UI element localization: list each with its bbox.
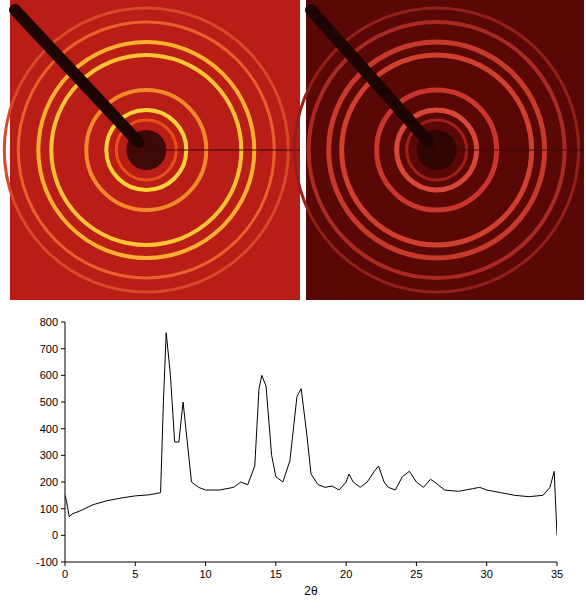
y-tick-label: -100: [36, 556, 58, 568]
x-tick-label: 30: [481, 568, 493, 580]
y-axis-line: [65, 322, 66, 562]
y-tick-label: 800: [40, 316, 58, 328]
detector-seam: [146, 150, 300, 151]
image-background: [306, 0, 584, 300]
x-tick: [65, 562, 66, 566]
y-tick: [61, 508, 65, 509]
x-tick-label: 15: [270, 568, 282, 580]
x-tick: [557, 562, 558, 566]
x-tick-label: 5: [132, 568, 138, 580]
y-tick-label: 100: [40, 503, 58, 515]
y-tick: [61, 428, 65, 429]
y-tick: [61, 482, 65, 483]
x-axis-line: [65, 562, 557, 563]
y-tick-label: 300: [40, 449, 58, 461]
diffraction-pattern-line: [65, 333, 557, 536]
y-tick-label: 0: [52, 529, 58, 541]
x-tick: [486, 562, 487, 566]
x-tick: [275, 562, 276, 566]
x-axis-title: 2θ: [304, 584, 318, 598]
x-tick: [416, 562, 417, 566]
y-tick: [61, 562, 65, 563]
x-tick: [135, 562, 136, 566]
x-tick: [205, 562, 206, 566]
x-tick: [346, 562, 347, 566]
beam-stop: [311, 10, 429, 142]
image-background: [10, 0, 300, 300]
x-tick-label: 25: [410, 568, 422, 580]
y-tick-label: 700: [40, 343, 58, 355]
diffraction-image: [4, 0, 300, 300]
beam-stop: [15, 10, 138, 142]
x-tick-label: 35: [551, 568, 563, 580]
x-tick-label: 10: [199, 568, 211, 580]
y-tick-label: 600: [40, 369, 58, 381]
y-tick-label: 400: [40, 423, 58, 435]
x-tick-label: 20: [340, 568, 352, 580]
axes: -100 0 100 200 300 400 500 600 700 800 0 5 10 15 20 25 3…: [36, 316, 563, 598]
y-tick: [61, 402, 65, 403]
y-tick: [61, 535, 65, 536]
y-tick: [61, 322, 65, 323]
y-tick: [61, 375, 65, 376]
x-tick-label: 0: [62, 568, 68, 580]
y-tick: [61, 348, 65, 349]
diffraction-image: [295, 0, 584, 300]
y-tick: [61, 455, 65, 456]
detector-seam: [437, 150, 584, 151]
plot-area: [65, 333, 557, 536]
figure: -100 0 100 200 300 400 500 600 700 800 0 5 10 15 20 25 3…: [0, 0, 586, 609]
y-tick-label: 500: [40, 396, 58, 408]
y-tick-label: 200: [40, 476, 58, 488]
